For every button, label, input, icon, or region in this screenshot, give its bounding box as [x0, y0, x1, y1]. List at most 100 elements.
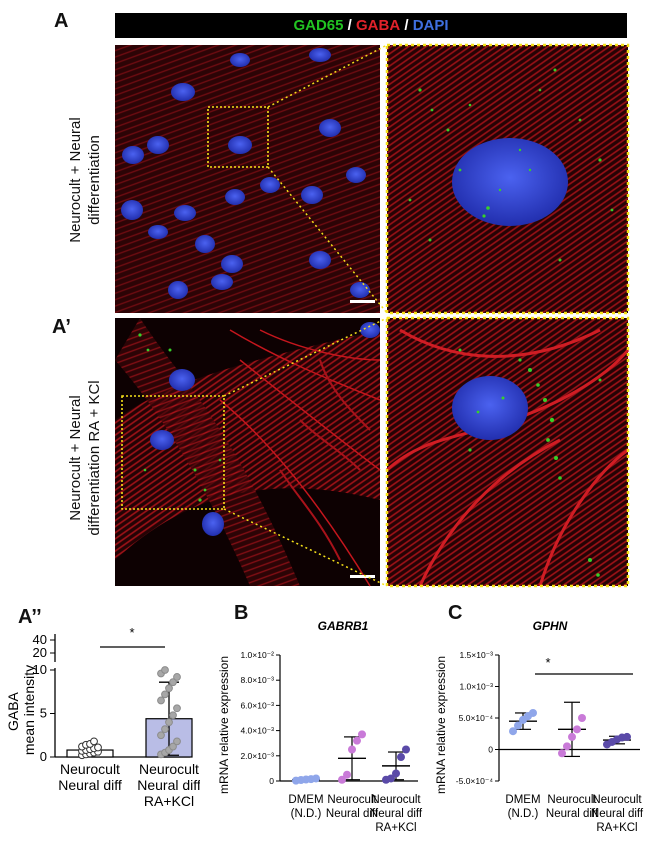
data-point [397, 753, 405, 762]
zoom-frame-a [385, 43, 630, 315]
x-tick-label: DMEM (N.D.) [288, 794, 323, 820]
x-tick-label: DMEM (N.D.) [505, 794, 540, 820]
data-point [563, 742, 571, 751]
data-point [338, 775, 346, 784]
legend-dapi: DAPI [412, 17, 449, 34]
y-tick-label: 1.0×10⁻³ [459, 682, 493, 692]
significance-star: * [545, 655, 550, 670]
zoom-connector [267, 44, 388, 108]
y-axis-label: mRNA relative expression [217, 656, 231, 794]
data-point [529, 708, 537, 717]
y-tick-label: 5.0×10⁻⁴ [459, 713, 494, 723]
y-tick-label: -5.0×10⁻⁴ [456, 776, 494, 786]
panel-label-c: C [448, 602, 463, 624]
chart-title: GABRB1 [318, 619, 369, 633]
y-tick-label: 5 [40, 706, 47, 721]
micrograph-a-zoom [385, 43, 630, 315]
panel-label-a-double-prime: A’’ [18, 606, 42, 628]
nucleus-zoom-a [452, 138, 568, 226]
x-tick-label: Neurocult Neural diff [58, 761, 122, 793]
data-point [348, 745, 356, 754]
data-point [623, 732, 631, 741]
nuclei-a-prime [150, 322, 380, 536]
panel-label-a-prime: A’ [52, 316, 71, 338]
zoom-connector [223, 317, 388, 397]
significance-star: * [129, 625, 134, 640]
gad65-puncta-a [408, 68, 614, 262]
micrograph-figure [115, 43, 630, 588]
y-tick-label: 10 [33, 662, 47, 677]
data-point [169, 711, 177, 720]
panel-label-a: A [54, 10, 69, 32]
y-tick-label: 0 [269, 776, 274, 786]
y-tick-label: 6.0×10⁻³ [240, 700, 274, 710]
y-tick-label: 2.0×10⁻³ [240, 751, 274, 761]
data-point [173, 673, 181, 681]
y-tick-label: 20 [33, 645, 47, 660]
data-point [169, 678, 177, 687]
data-point [358, 730, 366, 739]
data-point [157, 731, 165, 740]
zoom-connector [267, 166, 388, 314]
x-tick-label: Neurocult Neural diff RA+KCl [370, 794, 423, 834]
data-point [173, 704, 181, 713]
y-tick-label: 40 [33, 632, 47, 647]
scale-bar-a-prime [350, 575, 375, 578]
data-point [173, 737, 181, 746]
zoom-frame-a-prime [385, 316, 630, 588]
data-point [558, 749, 566, 758]
y-tick-label: 4.0×10⁻³ [240, 726, 274, 736]
data-point [392, 769, 400, 778]
data-point [161, 666, 169, 674]
panel-label-b: B [234, 602, 249, 624]
gad65-puncta-a-prime-zoom [458, 348, 602, 577]
data-point [568, 732, 576, 741]
data-point [402, 745, 410, 754]
data-point [90, 737, 98, 746]
chart-gphn: GPHN mRNA relative expression -5.0×10⁻⁴ 0… [434, 619, 644, 834]
data-point [353, 736, 361, 745]
legend-separator: / [400, 17, 413, 34]
data-point [387, 774, 395, 783]
legend-gaba: GABA [356, 17, 401, 34]
chart-title: GPHN [533, 619, 568, 633]
data-point [573, 725, 581, 734]
x-tick-label: Neurocult Neural diff [326, 794, 379, 820]
legend-separator: / [343, 17, 356, 34]
y-tick-label: 8.0×10⁻³ [240, 675, 274, 685]
micrograph-a [115, 45, 380, 313]
micrograph-a-prime-zoom [385, 316, 630, 588]
y-tick-label: 1.0×10⁻² [240, 650, 274, 660]
nucleus-zoom-a-prime [452, 376, 528, 440]
data-point [343, 770, 351, 779]
micrograph-a-prime [115, 318, 381, 587]
chart-gabrb1: GABRB1 mRNA relative expression 0 2.0×10⁻… [217, 619, 423, 834]
data-point [509, 727, 517, 736]
data-point [312, 774, 320, 783]
data-point [161, 690, 169, 699]
data-point [161, 725, 169, 734]
gad65-puncta-a-prime [138, 333, 222, 502]
data-point [94, 743, 102, 752]
stain-legend: GAD65 / GABA / DAPI [115, 13, 627, 38]
y-tick-label: 1.5×10⁻³ [459, 650, 493, 660]
nuclei-a [121, 48, 370, 299]
data-point [514, 721, 522, 730]
data-point [578, 714, 586, 722]
zoom-box-a-prime [121, 395, 225, 510]
scale-bar-a [350, 300, 375, 303]
data-point [165, 684, 173, 693]
data-point [165, 718, 173, 727]
data-point [157, 696, 165, 705]
x-tick-label: Neurocult Neural diff [546, 794, 599, 820]
zoom-box-a [207, 106, 269, 168]
y-axis-label: GABA mean intensity [5, 665, 37, 755]
data-point [169, 742, 177, 751]
x-tick-label: Neurocult Neural diff RA+KCl [137, 761, 200, 809]
y-tick-label: 0 [40, 749, 47, 764]
y-axis-label: mRNA relative expression [434, 656, 448, 794]
x-tick-label: Neurocult Neural diff RA+KCl [591, 794, 644, 834]
zoom-connector [223, 508, 388, 587]
legend-gad65: GAD65 [293, 17, 344, 34]
